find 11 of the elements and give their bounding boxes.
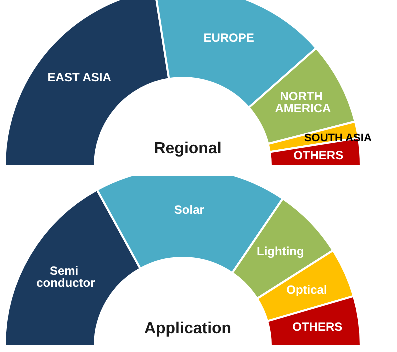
slice-label: Semi conductor [36,264,96,290]
text: Application [144,320,232,338]
slice-label: Optical [286,283,328,298]
slice-label: OTHERS [294,148,344,162]
text: Regional [154,140,222,158]
slice-label: OTHERS [292,320,343,334]
slice-label: EUROPE [204,31,254,46]
slice-label: Lighting [257,244,304,258]
slice-label: EAST ASIA [48,70,112,85]
slice-label: NORTH AMERICA [275,89,332,116]
slice-label: Solar [174,203,205,218]
